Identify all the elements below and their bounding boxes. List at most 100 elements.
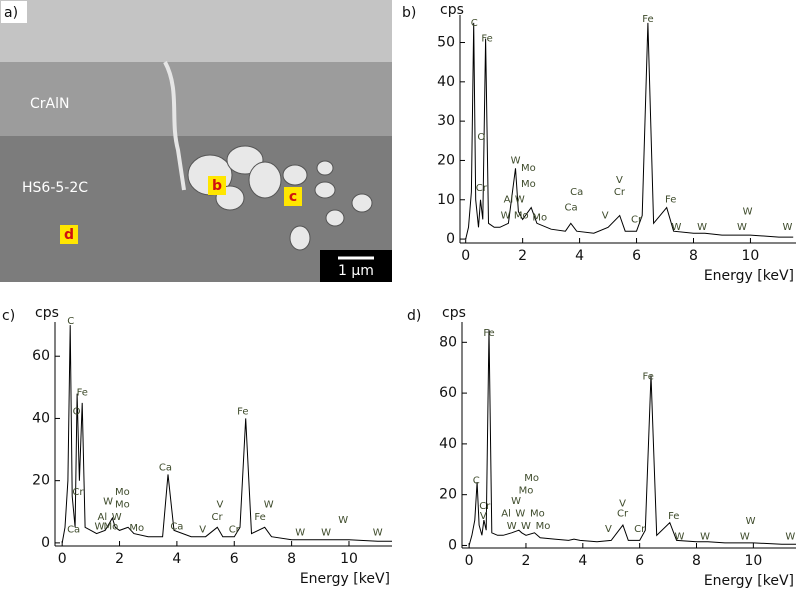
- panel-label: a): [4, 5, 18, 21]
- x-tick-label: 10: [742, 248, 760, 264]
- peak-label: Fe: [237, 406, 248, 417]
- marker-box: [208, 176, 226, 195]
- peak-label: Ca: [170, 521, 183, 532]
- peak-label: W: [373, 528, 383, 539]
- peak-label: Mo: [521, 179, 536, 190]
- y-axis-label: cps: [440, 2, 464, 18]
- x-tick-label: 2: [521, 553, 530, 569]
- panel-label: b): [402, 5, 416, 21]
- x-axis-label: Energy [keV]: [300, 571, 390, 587]
- y-tick-label: 60: [32, 348, 50, 364]
- x-tick-label: 0: [461, 248, 470, 264]
- scale-bar-box: [320, 250, 392, 282]
- peak-label: W: [507, 521, 517, 532]
- surface: [0, 0, 392, 62]
- peak-label: W: [737, 222, 747, 233]
- y-tick-label: 40: [439, 436, 457, 452]
- spectrum-line: [61, 325, 392, 543]
- peak-label: Cr: [476, 183, 488, 194]
- peak-label: Fe: [642, 14, 653, 25]
- peak-label: V: [480, 511, 487, 522]
- marker: b: [212, 178, 222, 194]
- peak-label: V: [605, 524, 612, 535]
- peak-label: W: [103, 497, 113, 508]
- peak-label: V: [602, 210, 609, 221]
- peak-label: V: [616, 175, 623, 186]
- marker-box: [60, 225, 78, 244]
- panel-label: c): [2, 308, 15, 324]
- y-tick-label: 30: [437, 113, 455, 129]
- peak-label: Ca: [67, 525, 80, 536]
- peak-label: W: [295, 528, 305, 539]
- peak-label: W: [515, 195, 525, 206]
- peak-label: W: [785, 531, 795, 542]
- y-tick-label: 50: [437, 35, 455, 51]
- marker-box: [284, 187, 302, 206]
- peak-label: V: [199, 525, 206, 536]
- x-tick-label: 10: [340, 551, 358, 567]
- peak-label: O: [73, 406, 81, 417]
- y-tick-label: 20: [437, 152, 455, 168]
- peak-label: Fe: [668, 511, 679, 522]
- x-tick-label: 0: [465, 553, 474, 569]
- peak-label: Cr: [211, 512, 223, 523]
- peak-label: Al: [504, 195, 514, 206]
- peak-label: W: [95, 521, 105, 532]
- y-tick-label: 40: [437, 74, 455, 90]
- spectrum-line: [468, 329, 796, 546]
- crack: [163, 61, 186, 191]
- peak-label: Cr: [479, 501, 491, 512]
- peak-label: Ca: [570, 187, 583, 198]
- x-tick-label: 6: [635, 553, 644, 569]
- peak-label: Mo: [519, 486, 534, 497]
- y-tick-label: 0: [448, 537, 457, 553]
- peak-label: C: [67, 316, 74, 327]
- layer-label: HS6-5-2C: [22, 180, 88, 196]
- peak-label: Al: [501, 509, 511, 520]
- sem-image: a) CrAlN HS6-5-2C b c d 1 µm: [0, 0, 392, 282]
- peak-label: Cr: [72, 487, 84, 498]
- peak-label: V: [619, 498, 626, 509]
- y-axis-label: cps: [442, 305, 466, 321]
- y-tick-label: 0: [446, 231, 455, 247]
- y-tick-label: 80: [439, 334, 457, 350]
- peak-label: Mo: [536, 521, 551, 532]
- peak-label: Mo: [115, 500, 130, 511]
- peak-label: Cr: [634, 524, 646, 535]
- peak-label: V: [216, 500, 223, 511]
- x-axis-label: Energy [keV]: [704, 268, 794, 284]
- x-tick-label: 2: [115, 551, 124, 567]
- peak-label: W: [740, 531, 750, 542]
- peak-label: W: [700, 531, 710, 542]
- x-tick-label: 0: [58, 551, 67, 567]
- y-tick-label: 60: [439, 385, 457, 401]
- peak-label: W: [501, 210, 511, 221]
- coating: [0, 62, 392, 136]
- peak-label: W: [515, 509, 525, 520]
- peak-label: W: [321, 528, 331, 539]
- peak-label: W: [511, 155, 521, 166]
- y-tick-label: 10: [437, 192, 455, 208]
- x-tick-label: 8: [689, 248, 698, 264]
- y-axis-label: cps: [35, 305, 59, 321]
- x-tick-label: 10: [744, 553, 762, 569]
- peak-label: Mo: [524, 473, 539, 484]
- peak-label: Mo: [521, 163, 536, 174]
- peak-label: W: [675, 531, 685, 542]
- peak-label: Ca: [159, 462, 172, 473]
- peak-label: W: [521, 521, 531, 532]
- y-tick-label: 20: [439, 487, 457, 503]
- peak-label: W: [697, 222, 707, 233]
- peak-label: Cr: [631, 214, 643, 225]
- peak-label: Mo: [129, 523, 144, 534]
- peak-label: O: [477, 132, 485, 143]
- peak-label: Al: [98, 512, 108, 523]
- peak-label: W: [746, 516, 756, 527]
- y-tick-label: 40: [32, 410, 50, 426]
- peak-label: Cr: [614, 187, 626, 198]
- peak-label: Fe: [643, 371, 654, 382]
- panel-label-box: [1, 1, 27, 23]
- peak-label: C: [473, 476, 480, 487]
- peak-label: Cr: [617, 509, 629, 520]
